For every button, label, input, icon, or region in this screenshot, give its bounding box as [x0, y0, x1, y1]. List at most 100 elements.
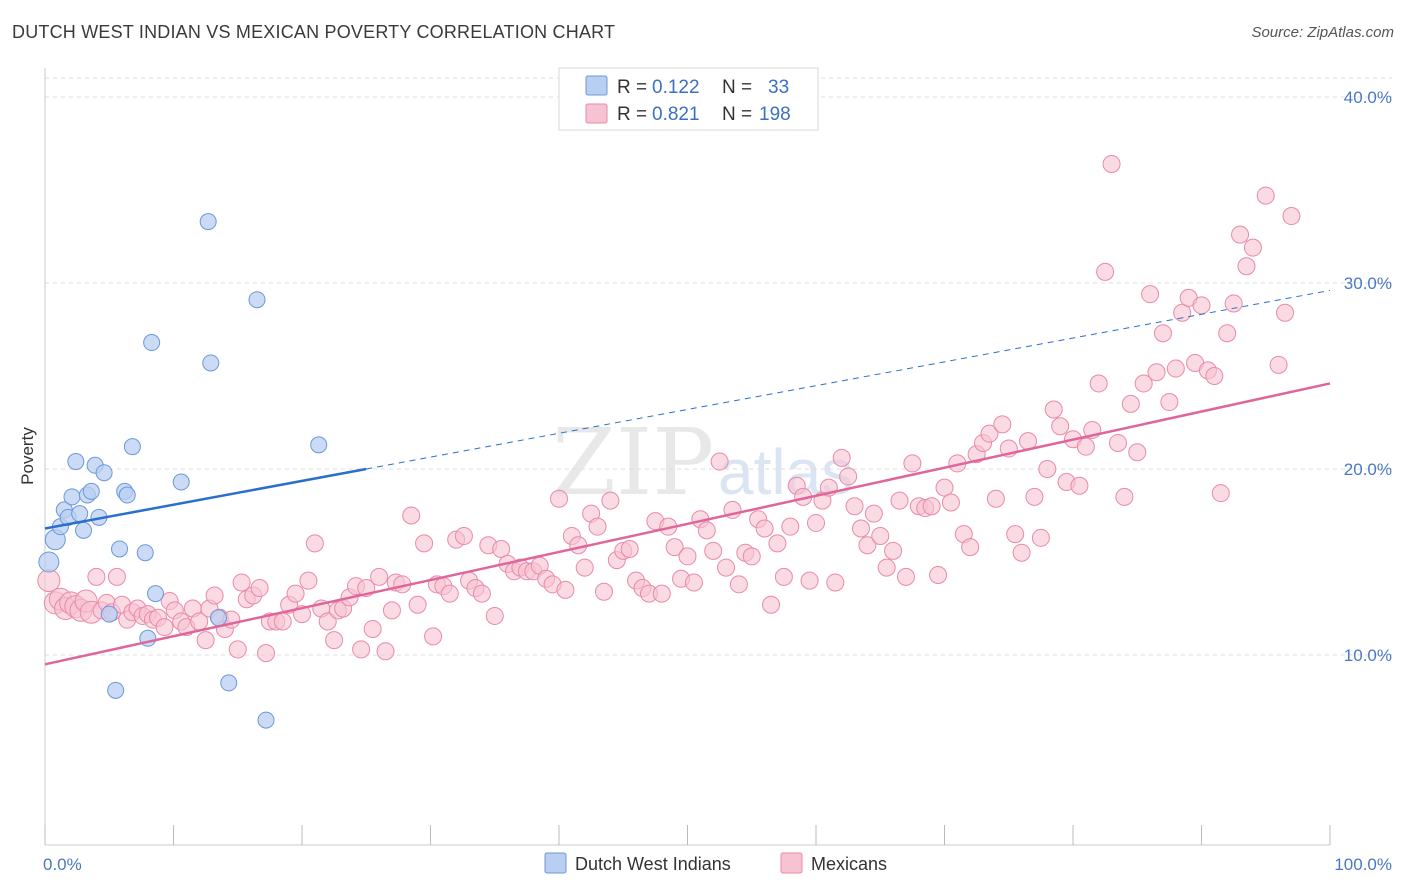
mexicans-point	[472, 584, 491, 603]
mexicans-point	[1192, 296, 1211, 315]
bottom-legend-label-1: Dutch West Indians	[575, 854, 731, 874]
mexicans-point	[273, 612, 292, 631]
mexicans-point	[1102, 154, 1121, 173]
watermark-zip: ZIP	[552, 409, 714, 516]
y-tick-label: 20.0%	[1344, 460, 1392, 479]
mexicans-point	[851, 519, 870, 538]
mexicans-point	[250, 579, 269, 598]
bottom-legend-swatch-blue	[544, 852, 567, 874]
legend-swatch-blue	[585, 75, 608, 96]
mexicans-point	[1166, 359, 1185, 378]
dutch-west-indians-trend-extension	[366, 289, 1331, 470]
mexicans-point	[1282, 207, 1301, 226]
mexicans-point	[601, 491, 620, 510]
dutch-west-indians-point	[111, 540, 129, 558]
mexicans-point	[762, 595, 781, 614]
mexicans-point	[228, 640, 247, 659]
y-tick-label: 40.0%	[1344, 88, 1392, 107]
mexicans-point	[678, 547, 697, 566]
mexicans-point	[781, 517, 800, 536]
dutch-west-indians-point	[209, 609, 227, 627]
mexicans-point	[286, 584, 305, 603]
mexicans-point	[826, 573, 845, 592]
watermark-atlas: atlas	[718, 436, 853, 508]
mexicans-point	[1224, 294, 1243, 313]
mexicans-point	[697, 521, 716, 540]
legend-r-label-1: R =	[617, 77, 647, 98]
mexicans-point	[980, 424, 999, 443]
mexicans-point	[986, 489, 1005, 508]
dutch-west-indians-point	[220, 674, 238, 692]
mexicans-point	[376, 642, 395, 661]
mexicans-point	[1218, 324, 1237, 343]
mexicans-point	[717, 558, 736, 577]
mexicans-point	[37, 569, 61, 593]
mexicans-point	[1089, 374, 1108, 393]
mexicans-point	[903, 454, 922, 473]
mexicans-point	[1070, 476, 1089, 495]
trend-lines	[44, 289, 1331, 666]
y-tick-label: 30.0%	[1344, 274, 1392, 293]
mexicans-point	[929, 566, 948, 585]
dutch-west-indians-point	[100, 605, 118, 623]
legend-swatch-pink	[585, 103, 608, 124]
mexicans-point	[1012, 543, 1031, 562]
mexicans-point	[922, 497, 941, 516]
dutch-west-indians-point	[123, 438, 141, 456]
mexicans-point	[884, 541, 903, 560]
mexicans-point	[1031, 528, 1050, 547]
mexicans-point	[1038, 460, 1057, 478]
legend-r-label-2: R =	[617, 104, 647, 125]
mexicans-point	[1006, 525, 1025, 544]
mexicans-point	[1147, 363, 1166, 382]
mexicans-point	[485, 606, 504, 625]
chart-title: DUTCH WEST INDIAN VS MEXICAN POVERTY COR…	[12, 22, 616, 42]
mexicans-point	[877, 558, 896, 577]
mexicans-point	[1128, 443, 1147, 462]
mexicans-point	[1134, 374, 1153, 393]
mexicans-point	[440, 584, 459, 603]
mexicans-point	[742, 547, 761, 566]
dutch-west-indians-point	[147, 585, 165, 603]
mexicans-point	[1025, 487, 1044, 506]
mexicans-point	[1205, 367, 1224, 385]
mexicans-point	[257, 644, 276, 663]
mexicans-point	[807, 513, 825, 532]
mexicans-point	[941, 493, 960, 512]
mexicans-point	[993, 415, 1012, 434]
mexicans-point	[1173, 303, 1192, 322]
x-tick-label: 0.0%	[43, 855, 82, 874]
mexicans-point	[588, 517, 607, 536]
legend-r-value-1: 0.122	[652, 77, 700, 98]
dutch-west-indians-point	[136, 544, 154, 562]
mexicans-point	[1153, 324, 1172, 343]
axes	[44, 68, 1331, 846]
mexicans-point	[1141, 285, 1160, 304]
mexicans-point	[774, 567, 793, 586]
mexicans-point	[1076, 437, 1095, 456]
mexicans-point	[196, 631, 215, 650]
chart-source: Source: ZipAtlas.com	[1251, 24, 1394, 41]
mexicans-point	[1276, 303, 1295, 322]
mexicans-point	[550, 489, 568, 508]
mexicans-point	[845, 497, 864, 516]
mexicans-point	[800, 571, 819, 590]
mexicans-point	[704, 541, 723, 560]
mexicans-point	[890, 491, 909, 510]
dutch-west-indians-point	[172, 473, 190, 491]
dutch-west-indians-point	[38, 551, 60, 573]
mexicans-point	[305, 534, 324, 553]
dutch-west-indians-point	[310, 436, 328, 454]
mexicans-point	[415, 534, 434, 553]
mexicans-point	[107, 567, 126, 586]
y-tick-label: 10.0%	[1344, 646, 1392, 665]
mexicans-trend	[44, 382, 1331, 666]
dutch-west-indians-points	[38, 213, 328, 729]
dutch-west-indians-point	[67, 453, 85, 471]
dutch-west-indians-point	[82, 482, 100, 500]
mexicans-point	[424, 627, 443, 646]
mexicans-point	[896, 567, 915, 586]
mexicans-point	[935, 478, 954, 497]
dutch-west-indians-point	[107, 681, 125, 699]
